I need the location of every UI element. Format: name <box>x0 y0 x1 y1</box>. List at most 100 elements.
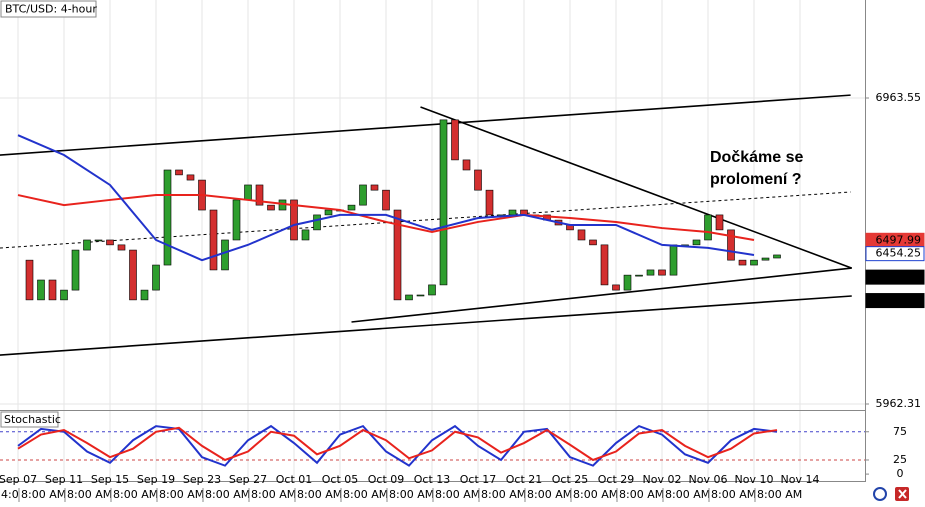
price-tag-label: 6377.43 <box>876 270 922 283</box>
candle <box>393 209 402 301</box>
y-tick-label: 75 <box>893 425 907 438</box>
price-tag <box>865 269 925 285</box>
candle <box>474 169 482 191</box>
x-time-label: 8:00 AM <box>711 488 756 501</box>
trendline <box>351 267 852 323</box>
candle <box>301 229 310 241</box>
candle <box>175 169 183 176</box>
candle <box>71 249 80 291</box>
x-time-label: 4:0 <box>1 488 19 501</box>
x-time-label: 8:00 AM <box>619 488 664 501</box>
candle <box>462 159 471 171</box>
candle <box>612 284 620 291</box>
candle <box>60 289 68 301</box>
toolbar-icons[interactable] <box>873 487 909 501</box>
x-time-label: 8:00 AM <box>757 488 802 501</box>
y-tick-label: 5962.31 <box>876 397 922 410</box>
x-time-label: 8:00 AM <box>573 488 618 501</box>
x-tick-label: Oct 01 <box>276 473 313 486</box>
candle <box>485 189 494 216</box>
candle <box>313 214 321 231</box>
candle <box>715 214 724 231</box>
candle <box>152 264 160 291</box>
candle <box>290 199 298 241</box>
x-tick-label: Nov 14 <box>781 473 820 486</box>
candle <box>37 279 45 301</box>
candle <box>117 244 126 251</box>
candle <box>221 239 229 271</box>
trendline <box>420 106 853 269</box>
candle <box>140 289 149 301</box>
x-time-label: 8:00 AM <box>21 488 66 501</box>
x-time-label: 8:00 AM <box>527 488 572 501</box>
x-tick-label: Oct 25 <box>552 473 589 486</box>
candle <box>106 239 114 246</box>
x-tick-label: Oct 09 <box>368 473 405 486</box>
candle <box>324 209 333 216</box>
grid <box>0 0 865 481</box>
plot <box>0 94 853 356</box>
y-tick-label: 0 <box>897 467 904 480</box>
candle <box>451 119 459 161</box>
y-tick-label: 6963.55 <box>876 91 922 104</box>
candle <box>83 239 91 251</box>
candle <box>692 239 701 246</box>
candle <box>727 229 735 261</box>
candle <box>773 254 781 259</box>
annotation: prolomení ? <box>710 171 802 188</box>
title-box <box>0 0 97 18</box>
x-time-label: 8:00 AM <box>297 488 342 501</box>
price-tag-label: 6454.25 <box>876 247 922 260</box>
x-time-label: 8:00 AM <box>251 488 296 501</box>
annotation: Dočkáme se <box>710 149 803 166</box>
chart-title: BTC/USD: 4-hour <box>5 3 97 16</box>
x-tick-label: Oct 05 <box>322 473 359 486</box>
stochastic-title-box <box>0 411 59 428</box>
candle <box>347 204 356 211</box>
candle <box>94 239 103 242</box>
stochastic-line <box>17 424 778 467</box>
x-tick-label: Oct 17 <box>460 473 497 486</box>
candle <box>416 294 425 297</box>
candle <box>244 184 252 201</box>
candle <box>508 209 517 216</box>
x-tick-label: Nov 02 <box>643 473 682 486</box>
x-tick-label: Sep 11 <box>45 473 83 486</box>
candle <box>577 229 586 241</box>
x-tick-label: Sep 07 <box>0 473 37 486</box>
candle <box>761 257 770 261</box>
candle <box>209 209 218 271</box>
x-time-label: 8:00 AM <box>113 488 158 501</box>
candle <box>635 274 643 277</box>
x-tick-label: Oct 13 <box>414 473 451 486</box>
y-tick-label: 25 <box>893 453 907 466</box>
candle <box>25 259 34 301</box>
candle <box>589 239 597 246</box>
moving-average <box>17 134 755 262</box>
candle <box>359 184 367 206</box>
stochastic-title: Stochastic <box>4 413 61 426</box>
x-time-label: 8:00 AM <box>389 488 434 501</box>
x-tick-label: Sep 23 <box>183 473 221 486</box>
candle <box>750 259 758 266</box>
candle <box>428 284 436 296</box>
candle <box>48 279 57 301</box>
x-time-label: 8:00 AM <box>665 488 710 501</box>
candle <box>129 249 137 301</box>
trendline <box>0 94 851 156</box>
candle <box>267 204 275 211</box>
x-time-label: 8:00 AM <box>343 488 388 501</box>
trendline <box>0 191 851 249</box>
candle <box>232 199 241 241</box>
moving-average <box>17 194 755 241</box>
candle <box>646 269 655 276</box>
x-time-label: 8:00 AM <box>205 488 250 501</box>
x-tick-label: Sep 15 <box>91 473 129 486</box>
candle <box>600 244 609 286</box>
x-tick-label: Nov 10 <box>735 473 774 486</box>
x-tick-label: Nov 06 <box>689 473 728 486</box>
candle <box>704 214 712 241</box>
x-time-label: 8:00 AM <box>435 488 480 501</box>
